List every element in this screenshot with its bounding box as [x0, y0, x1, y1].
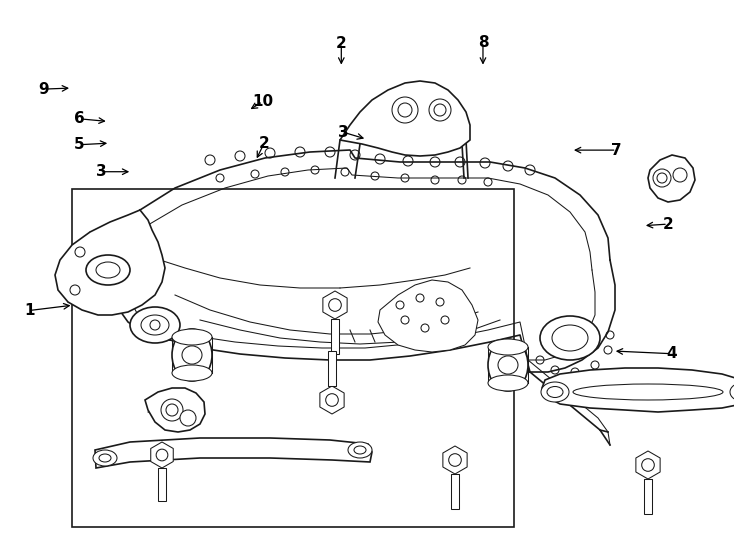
- Polygon shape: [340, 81, 470, 156]
- Circle shape: [161, 399, 183, 421]
- Text: 9: 9: [39, 82, 49, 97]
- Text: 6: 6: [74, 111, 84, 126]
- Text: 3: 3: [338, 125, 349, 140]
- Text: 10: 10: [252, 94, 273, 109]
- Ellipse shape: [86, 255, 130, 285]
- Bar: [72, 189, 514, 526]
- Ellipse shape: [93, 450, 117, 466]
- Ellipse shape: [488, 375, 528, 391]
- Polygon shape: [158, 468, 166, 501]
- Ellipse shape: [730, 383, 734, 401]
- Ellipse shape: [172, 365, 212, 381]
- Circle shape: [642, 458, 654, 471]
- Ellipse shape: [573, 384, 723, 400]
- Text: 2: 2: [336, 36, 346, 51]
- Circle shape: [429, 99, 451, 121]
- Polygon shape: [636, 451, 660, 479]
- Ellipse shape: [541, 382, 569, 402]
- Polygon shape: [150, 442, 173, 468]
- Circle shape: [326, 394, 338, 406]
- Polygon shape: [644, 479, 653, 514]
- Circle shape: [156, 449, 168, 461]
- Text: 8: 8: [478, 35, 488, 50]
- Circle shape: [653, 169, 671, 187]
- Text: 2: 2: [663, 217, 673, 232]
- Text: 1: 1: [24, 303, 34, 318]
- Ellipse shape: [182, 346, 202, 364]
- Polygon shape: [443, 446, 467, 474]
- Text: 5: 5: [74, 137, 84, 152]
- Polygon shape: [55, 210, 165, 315]
- Polygon shape: [328, 351, 336, 386]
- Circle shape: [329, 299, 341, 311]
- Ellipse shape: [540, 316, 600, 360]
- Circle shape: [673, 168, 687, 182]
- Ellipse shape: [172, 329, 212, 345]
- Ellipse shape: [488, 339, 528, 355]
- Polygon shape: [323, 291, 347, 319]
- Polygon shape: [451, 474, 459, 509]
- Ellipse shape: [130, 307, 180, 343]
- Text: 4: 4: [666, 346, 677, 361]
- Circle shape: [448, 454, 461, 467]
- Polygon shape: [95, 438, 372, 468]
- Circle shape: [180, 410, 196, 426]
- Ellipse shape: [348, 442, 372, 458]
- Polygon shape: [320, 386, 344, 414]
- Polygon shape: [542, 368, 734, 412]
- Text: 2: 2: [259, 136, 269, 151]
- Polygon shape: [648, 155, 695, 202]
- Ellipse shape: [498, 356, 518, 374]
- Text: 3: 3: [96, 164, 106, 179]
- Polygon shape: [145, 388, 205, 432]
- Polygon shape: [378, 280, 478, 352]
- Circle shape: [392, 97, 418, 123]
- Text: 7: 7: [611, 143, 622, 158]
- Ellipse shape: [172, 329, 212, 381]
- Polygon shape: [331, 319, 339, 354]
- Ellipse shape: [488, 339, 528, 391]
